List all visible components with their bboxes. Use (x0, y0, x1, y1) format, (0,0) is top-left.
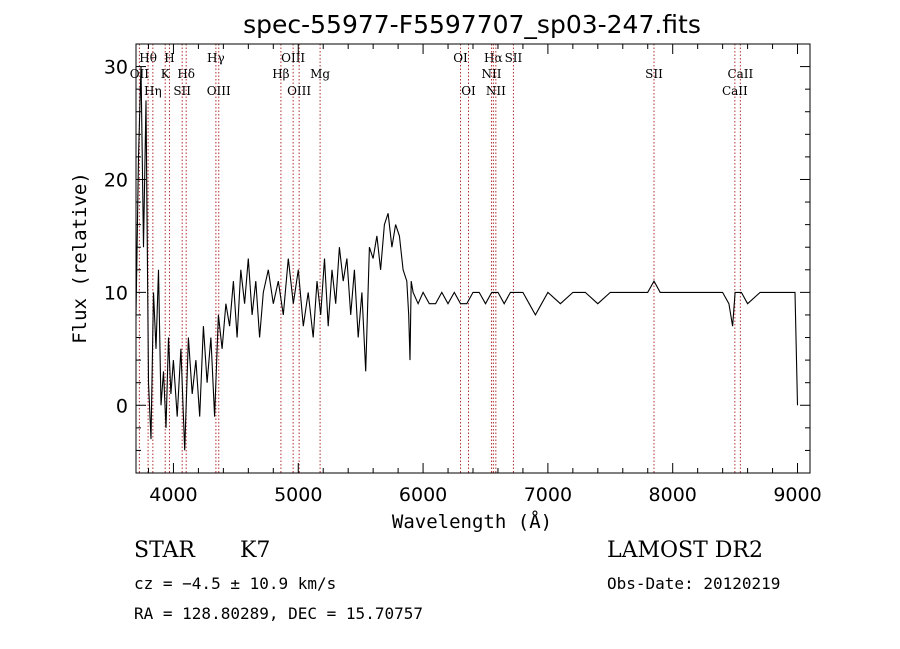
spectral-line-label: OIII (287, 84, 311, 98)
x-tick-label: 4000 (149, 484, 197, 506)
spectral-line-label: Hη (144, 84, 162, 98)
spectral-line-label: NII (481, 67, 501, 81)
survey-label: LAMOST DR2 (607, 538, 763, 563)
y-tick-label: 20 (104, 169, 128, 191)
spectral-line-label: Hγ (207, 51, 225, 65)
spectral-line-label: Hα (484, 51, 503, 65)
redshift-text: cz = −4.5 ± 10.9 km/s (134, 574, 337, 593)
spectral-line-label: K (161, 67, 171, 81)
spectral-line-label: OII (130, 67, 150, 81)
spectral-line-markers: Hθ OII HK Hη Hδ SII Hγ OIII OIII Hβ OIII Mg OI OI Hα NI… (130, 44, 754, 473)
obs-date-text: Obs-Date: 20120219 (607, 574, 781, 593)
object-class-label: STAR (134, 538, 195, 563)
x-tick-label: 7000 (524, 484, 572, 506)
y-axis-label: Flux (relative) (69, 172, 91, 344)
y-tick-label: 10 (104, 282, 128, 304)
plot-frame (135, 43, 811, 474)
spectral-line-label: Mg (310, 67, 330, 81)
spectral-line-label: SII (645, 67, 663, 81)
subclass-label: K7 (240, 538, 271, 563)
spectral-line-label: Hθ (139, 51, 157, 65)
spectral-line-label: H (164, 51, 174, 65)
spectral-line-label: Hδ (177, 67, 195, 81)
x-tick-label: 9000 (773, 484, 821, 506)
spectral-line-label: OI (453, 51, 468, 65)
chart-title: spec-55977-F5597707_sp03-247.fits (243, 10, 701, 39)
spectral-line-label: OI (461, 84, 476, 98)
spectral-line-label: OIII (207, 84, 231, 98)
x-axis-label: Wavelength (Å) (392, 510, 552, 533)
spectrum-series-line (135, 66, 799, 451)
y-axis-ticks: 0 10 20 30 (104, 43, 810, 451)
x-axis-ticks: 4000 5000 6000 7000 8000 9000 (147, 44, 822, 506)
y-tick-label: 30 (104, 57, 128, 79)
x-tick-label: 6000 (399, 484, 447, 506)
spectral-line-label: NII (486, 84, 506, 98)
y-tick-label: 0 (116, 395, 128, 417)
coordinates-text: RA = 128.80289, DEC = 15.70757 (134, 604, 423, 623)
x-tick-label: 5000 (274, 484, 322, 506)
spectral-line-label: CaII (727, 67, 753, 81)
spectral-line-label: Hβ (272, 67, 289, 81)
spectral-line-label: SII (173, 84, 191, 98)
x-tick-label: 8000 (649, 484, 697, 506)
spectral-line-label: OIII (281, 51, 305, 65)
spectral-line-label: CaII (722, 84, 748, 98)
spectral-line-label: SII (505, 51, 523, 65)
